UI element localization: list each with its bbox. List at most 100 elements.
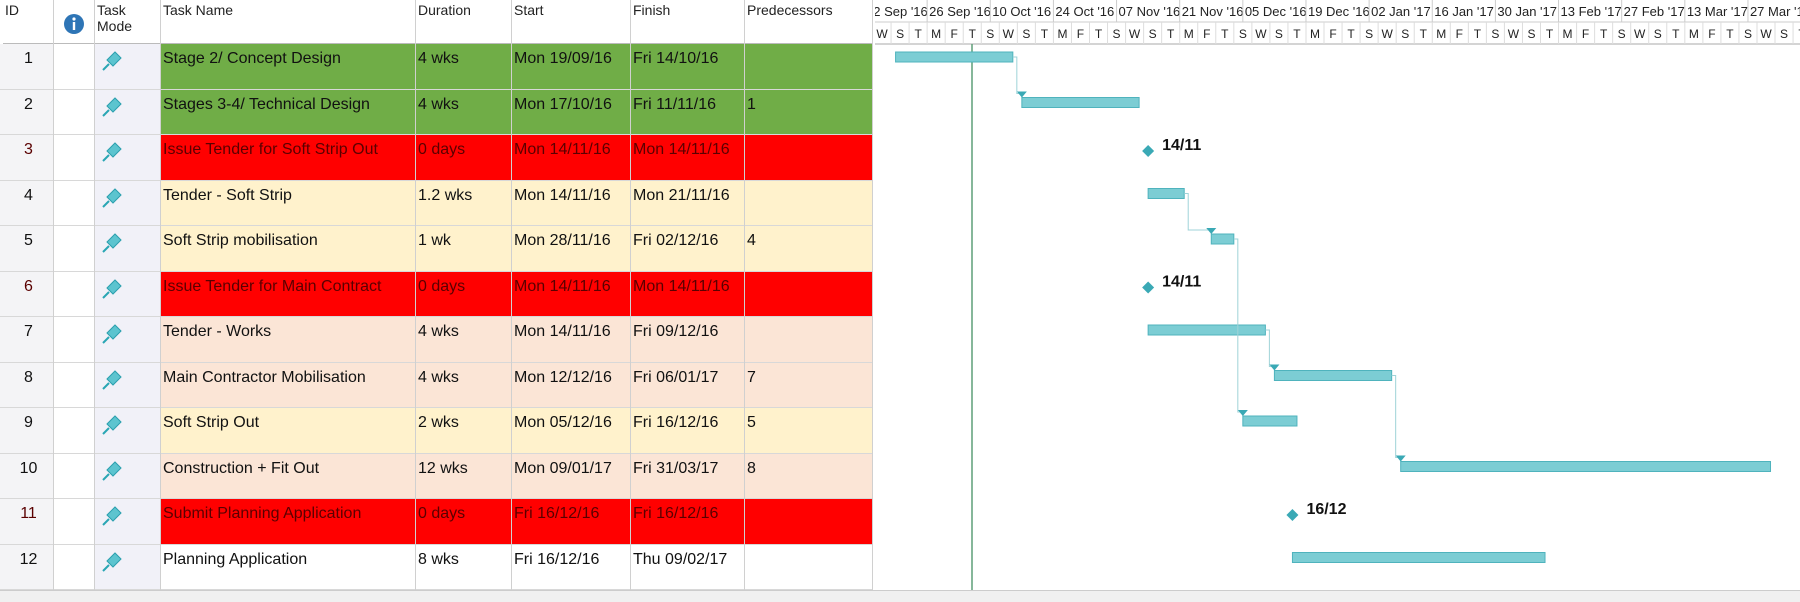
cell-id[interactable]: 7 [24,323,33,340]
cell-duration[interactable]: 8 wks [418,550,459,568]
cell-start[interactable]: Mon 14/11/16 [514,277,611,295]
cell-duration[interactable]: 4 wks [418,50,459,67]
column-header[interactable]: Predecessors [745,0,873,44]
cell-duration[interactable]: 0 days [418,141,466,158]
cell-start[interactable]: Mon 09/01/17 [514,459,612,477]
cell-start[interactable]: Fri 16/12/16 [514,550,600,568]
cell-predecessors[interactable]: 8 [747,459,756,477]
task-mode-icon [99,321,129,345]
cell-finish[interactable]: Fri 31/03/17 [633,459,719,477]
pin-icon [102,96,122,117]
cell-duration[interactable]: 4 wks [418,368,459,386]
cell-name[interactable]: Issue Tender for Soft Strip Out [163,141,378,158]
period-label: 19 Dec '16 [1308,4,1370,19]
pin-icon [102,278,122,299]
row-fill [161,453,873,499]
cell-start[interactable]: Mon 14/11/16 [514,323,611,340]
cell-id[interactable]: 10 [19,459,38,477]
cell-finish[interactable]: Mon 14/11/16 [633,277,730,295]
cell-duration[interactable]: 0 days [418,277,466,295]
column-header[interactable]: Task Name [161,0,416,44]
cell-id[interactable]: 4 [24,186,33,204]
cell-name[interactable]: Main Contractor Mobilisation [163,368,366,386]
day-letter: M [1184,27,1194,41]
column-header[interactable]: Finish [631,0,745,44]
column-line [511,0,512,590]
cell-finish[interactable]: Fri 09/12/16 [633,323,719,340]
dependency-arrow [1206,228,1217,234]
cell-start[interactable]: Mon 12/12/16 [514,368,612,386]
column-header[interactable]: ID [3,0,54,44]
cell-id[interactable]: 12 [19,550,38,568]
day-letter: M [931,27,941,41]
cell-predecessors[interactable]: 1 [747,95,756,113]
cell-name[interactable]: Soft Strip mobilisation [163,232,318,249]
cell-start[interactable]: Mon 14/11/16 [514,186,611,204]
day-letter: S [896,27,904,41]
task-mode-icon [99,458,129,482]
milestone-label: 14/11 [1162,274,1201,291]
cell-name[interactable]: Stages 3-4/ Technical Design [163,95,370,113]
row-fill [161,499,873,545]
cell-name[interactable]: Tender - Works [163,323,272,340]
cell-duration[interactable]: 1.2 wks [418,186,473,204]
cell-id[interactable]: 1 [24,50,33,67]
day-letter: W [1634,27,1646,41]
cell-duration[interactable]: 2 wks [418,414,459,431]
cell-finish[interactable]: Fri 02/12/16 [633,232,719,249]
column-header[interactable] [54,0,95,44]
task-mode-icon [99,230,129,254]
cell-finish[interactable]: Fri 06/01/17 [633,368,719,386]
pin-icon [102,551,122,572]
cell-name[interactable]: Construction + Fit Out [163,459,320,477]
cell-start[interactable]: Mon 19/09/16 [514,50,612,67]
cell-duration[interactable]: 1 wk [418,232,451,249]
cell-name[interactable]: Soft Strip Out [163,414,260,431]
cell-name[interactable]: Tender - Soft Strip [163,186,292,204]
cell-finish[interactable]: Fri 16/12/16 [633,414,719,431]
cell-id[interactable]: 9 [24,414,33,431]
cell-id[interactable]: 6 [24,277,33,295]
cell-start[interactable]: Mon 05/12/16 [514,414,612,431]
cell-predecessors[interactable]: 4 [747,232,756,249]
row-fill [161,317,873,363]
cell-duration[interactable]: 0 days [418,505,466,522]
period-label: 13 Mar '17 [1687,4,1748,19]
cell-duration[interactable]: 4 wks [418,323,459,340]
cell-start[interactable]: Mon 17/10/16 [514,95,612,113]
cell-name[interactable]: Stage 2/ Concept Design [163,50,341,67]
cell-name[interactable]: Submit Planning Application [163,505,362,522]
task-bar [1021,97,1140,108]
cell-id[interactable]: 11 [20,505,37,522]
cell-name[interactable]: Planning Application [163,550,308,568]
cell-finish[interactable]: Mon 21/11/16 [633,186,730,204]
cell-finish[interactable]: Mon 14/11/16 [633,141,730,158]
cell-predecessors[interactable]: 5 [747,414,756,431]
cell-id[interactable]: 8 [24,368,33,386]
cell-id[interactable]: 3 [24,141,33,158]
column-header[interactable]: Start [512,0,631,44]
cell-start[interactable]: Mon 14/11/16 [514,141,611,158]
cell-id[interactable]: 2 [24,95,33,113]
cell-start[interactable]: Mon 28/11/16 [514,232,611,249]
day-letter: S [1113,27,1121,41]
cell-finish[interactable]: Fri 14/10/16 [633,50,719,67]
cell-predecessors[interactable]: 7 [747,368,756,386]
milestone-label: 14/11 [1162,137,1201,154]
cell-finish[interactable]: Thu 09/02/17 [633,550,728,568]
cell-id[interactable]: 5 [24,232,33,249]
period-label: 13 Feb '17 [1561,4,1622,19]
column-line [94,0,95,590]
cell-finish[interactable]: Fri 16/12/16 [633,505,719,522]
row-line [0,452,873,454]
cell-name[interactable]: Issue Tender for Main Contract [163,277,382,295]
cell-finish[interactable]: Fri 11/11/16 [633,95,717,113]
cell-duration[interactable]: 4 wks [418,95,459,113]
pin-icon [102,460,122,481]
period-label: 24 Oct '16 [1055,4,1114,19]
cell-duration[interactable]: 12 wks [418,459,468,477]
column-header[interactable]: Duration [416,0,512,44]
cell-start[interactable]: Fri 16/12/16 [514,505,600,522]
column-header[interactable]: Task Mode [95,0,161,44]
row-fill [161,226,873,272]
